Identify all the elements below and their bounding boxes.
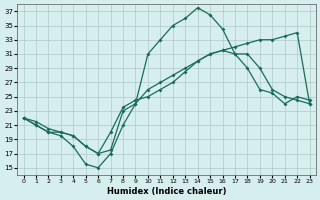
X-axis label: Humidex (Indice chaleur): Humidex (Indice chaleur) xyxy=(107,187,226,196)
